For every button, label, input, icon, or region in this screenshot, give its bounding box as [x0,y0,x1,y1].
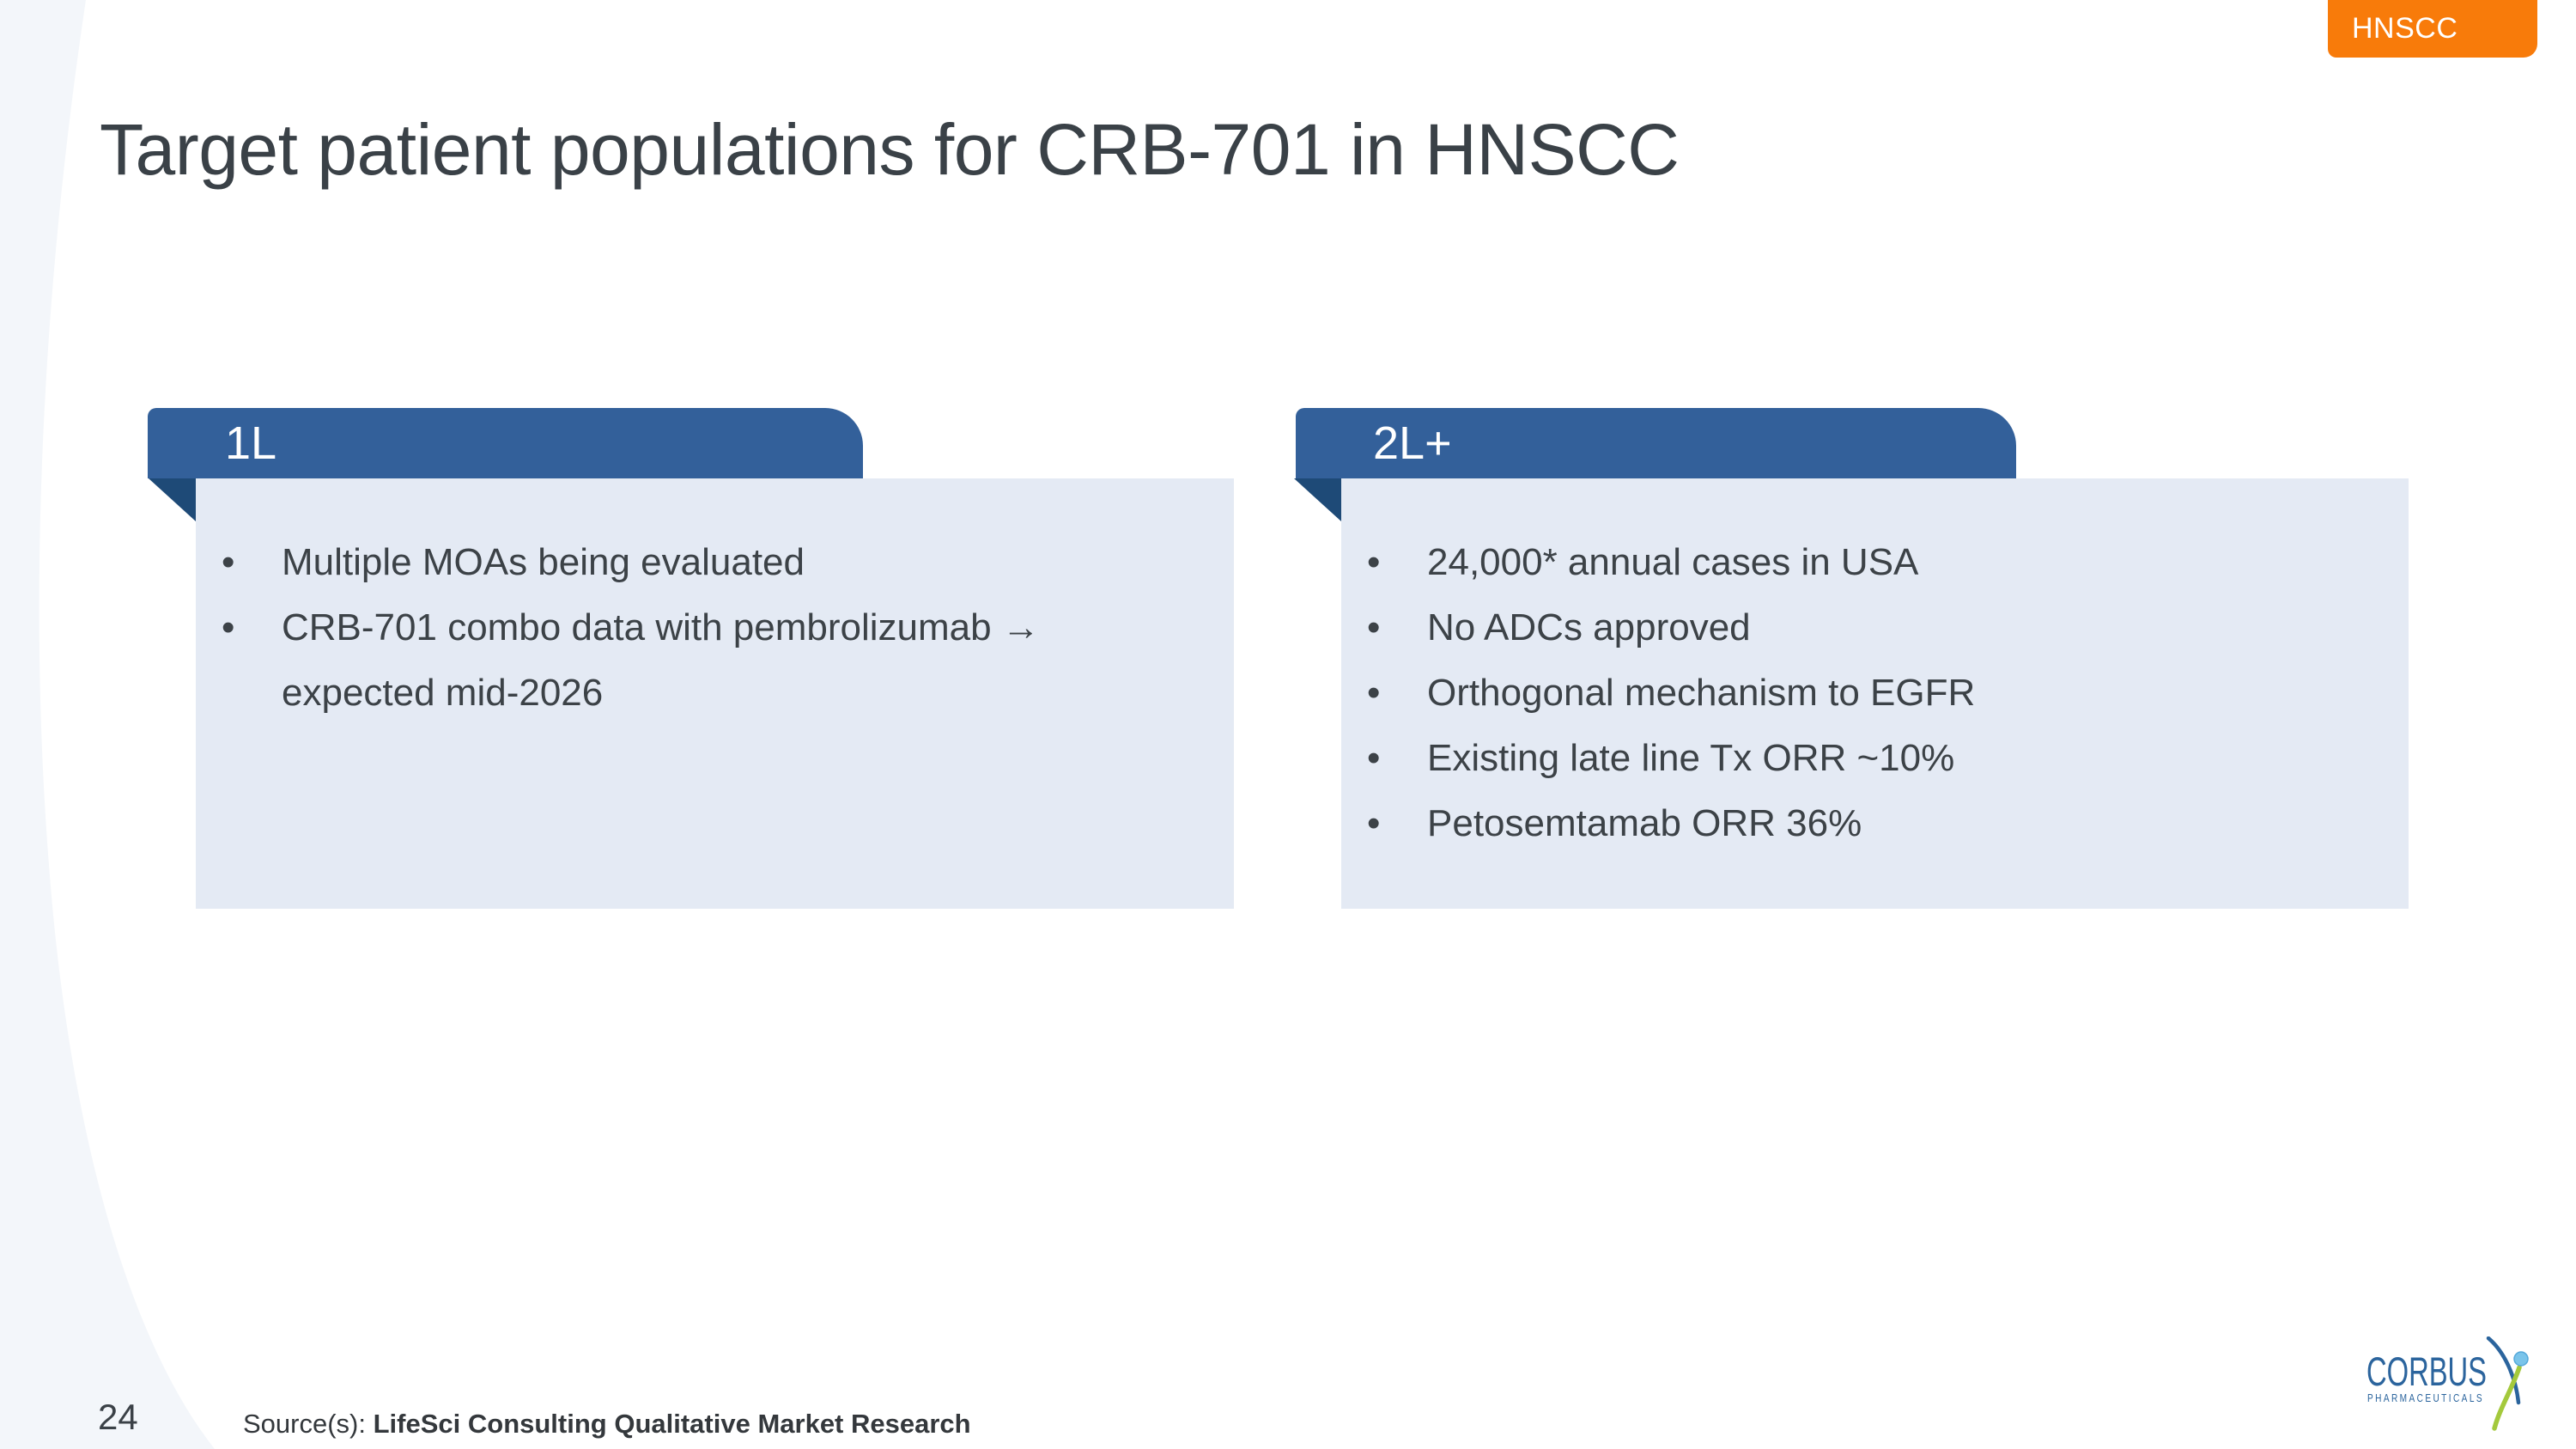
source-note: Source(s): LifeSci Consulting Qualitativ… [243,1409,971,1440]
indication-badge: HNSCC [2328,0,2537,58]
ribbon-tab-1l: 1L [148,408,863,478]
bullet-item: 24,000* annual cases in USA [1367,530,2374,595]
bullet-list-2l: 24,000* annual cases in USA No ADCs appr… [1341,478,2409,856]
bullet-item: CRB-701 combo data with pembrolizumab → … [222,595,1200,726]
left-curve-decoration [0,0,215,1449]
corbus-logo-subtitle: PHARMACEUTICALS [2367,1392,2484,1404]
ribbon-fold-2l [1294,478,1341,521]
bullet-item: Multiple MOAs being evaluated [222,530,1200,595]
ribbon-tab-1l-label: 1L [225,417,277,469]
source-text: LifeSci Consulting Qualitative Market Re… [373,1409,971,1439]
card-panel-2l: 24,000* annual cases in USA No ADCs appr… [1341,478,2409,909]
bullet-item: Orthogonal mechanism to EGFR [1367,661,2374,726]
ribbon-tab-2l-label: 2L+ [1373,417,1452,469]
page-title: Target patient populations for CRB-701 i… [100,109,1680,190]
card-panel-1l: Multiple MOAs being evaluated CRB-701 co… [196,478,1234,909]
indication-badge-label: HNSCC [2352,12,2458,45]
corbus-logo: CORBUS PHARMACEUTICALS [2366,1336,2529,1431]
ribbon-tab-2l: 2L+ [1296,408,2016,478]
corbus-logo-wordmark: CORBUS [2366,1349,2487,1394]
source-prefix: Source(s): [243,1409,374,1439]
bullet-item: Petosemtamab ORR 36% [1367,791,2374,856]
bullet-list-1l: Multiple MOAs being evaluated CRB-701 co… [196,478,1234,726]
bullet-item: No ADCs approved [1367,595,2374,661]
page-number: 24 [98,1397,138,1437]
bullet-item: Existing late line Tx ORR ~10% [1367,726,2374,791]
corbus-logo-figure-icon [2486,1336,2529,1431]
